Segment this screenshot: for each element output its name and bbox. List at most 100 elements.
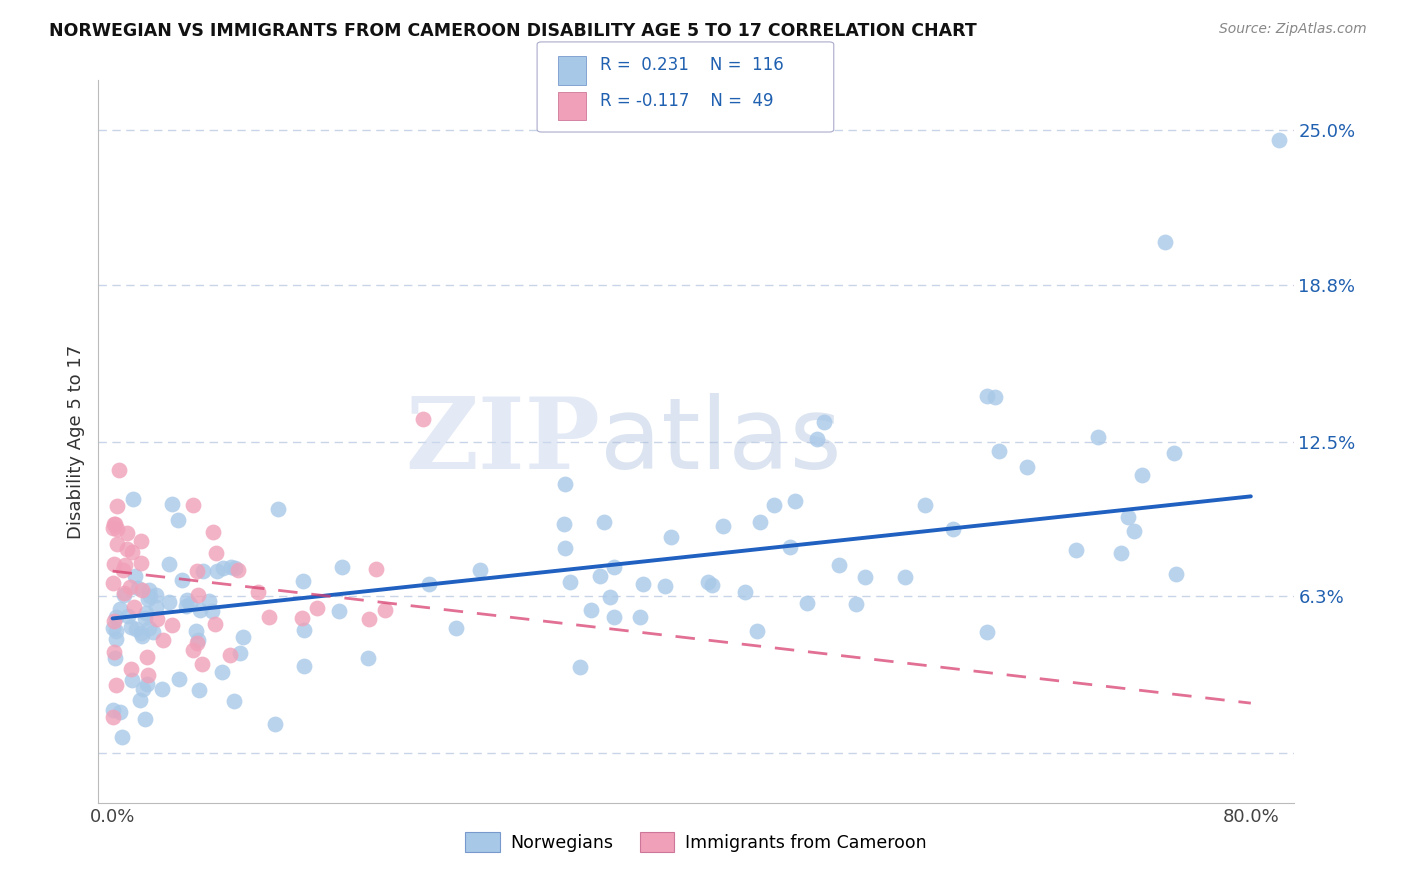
Point <box>112 588 135 602</box>
Point <box>129 556 152 570</box>
Point <box>129 534 152 549</box>
Point <box>157 595 180 609</box>
Point <box>181 498 204 512</box>
Point <box>128 693 150 707</box>
Point <box>813 415 835 429</box>
Point <box>104 632 127 646</box>
Point <box>697 575 720 590</box>
Point <box>160 497 183 511</box>
Point <box>188 682 211 697</box>
Point <box>138 621 160 635</box>
Point <box>211 665 233 680</box>
Point <box>828 558 851 573</box>
Point <box>125 622 148 636</box>
Point <box>103 614 125 628</box>
Point <box>581 603 603 617</box>
Point <box>307 601 329 615</box>
Point <box>1109 546 1132 560</box>
Point <box>134 611 156 625</box>
Point <box>145 600 167 615</box>
Point <box>357 651 380 665</box>
Point <box>204 617 226 632</box>
Point <box>224 560 246 574</box>
Point <box>179 597 201 611</box>
Point <box>1154 235 1177 250</box>
Point <box>1064 543 1087 558</box>
Point <box>976 389 998 403</box>
Point <box>603 609 626 624</box>
Point <box>105 499 128 513</box>
Point <box>763 498 786 512</box>
Point <box>1087 430 1109 444</box>
Point <box>121 544 143 558</box>
Point <box>117 609 139 624</box>
Point <box>111 731 134 745</box>
Point <box>984 390 1007 404</box>
Point <box>806 432 828 446</box>
Point <box>135 649 157 664</box>
Point <box>135 677 157 691</box>
Point <box>593 516 616 530</box>
Point <box>160 618 183 632</box>
Point <box>115 525 138 540</box>
Text: R =  0.231    N =  116: R = 0.231 N = 116 <box>600 56 785 74</box>
Point <box>796 596 818 610</box>
Point <box>893 570 915 584</box>
Point <box>107 537 129 551</box>
Point <box>700 578 723 592</box>
Point <box>654 579 676 593</box>
Point <box>560 574 582 589</box>
Point <box>749 515 772 529</box>
Point <box>101 575 124 590</box>
Point <box>853 569 876 583</box>
Point <box>988 444 1011 458</box>
Point <box>291 610 314 624</box>
Point <box>181 642 204 657</box>
Point <box>186 636 208 650</box>
Point <box>330 560 353 574</box>
Point <box>132 681 155 696</box>
Point <box>198 594 221 608</box>
Point <box>412 412 434 426</box>
Point <box>138 583 160 598</box>
Point <box>176 593 198 607</box>
Point <box>212 561 235 575</box>
Point <box>112 564 135 578</box>
Point <box>374 603 396 617</box>
Point <box>122 599 145 614</box>
Point <box>628 610 651 624</box>
Point <box>1163 446 1185 460</box>
Point <box>103 645 125 659</box>
Point <box>142 625 165 640</box>
Point <box>468 563 491 577</box>
Point <box>292 574 315 588</box>
Point <box>152 632 174 647</box>
Point <box>139 589 162 603</box>
Point <box>103 558 125 572</box>
Point <box>105 610 128 624</box>
Point <box>170 573 193 587</box>
Point <box>631 576 654 591</box>
Point <box>124 569 146 583</box>
Point <box>191 565 214 579</box>
Point <box>187 633 209 648</box>
Point <box>202 524 225 539</box>
Point <box>941 522 963 536</box>
Point <box>108 463 131 477</box>
Point <box>112 586 135 600</box>
Point <box>150 682 173 697</box>
Point <box>145 588 167 602</box>
Point <box>190 602 212 616</box>
Point <box>444 621 467 635</box>
Point <box>219 560 242 574</box>
Point <box>108 705 131 719</box>
Point <box>603 560 626 574</box>
Point <box>117 541 139 556</box>
Point <box>131 630 153 644</box>
Point <box>713 519 735 533</box>
Point <box>108 602 131 616</box>
Point <box>232 630 254 644</box>
Legend: Norwegians, Immigrants from Cameroon: Norwegians, Immigrants from Cameroon <box>458 825 934 859</box>
Point <box>734 585 756 599</box>
Point <box>205 564 228 578</box>
